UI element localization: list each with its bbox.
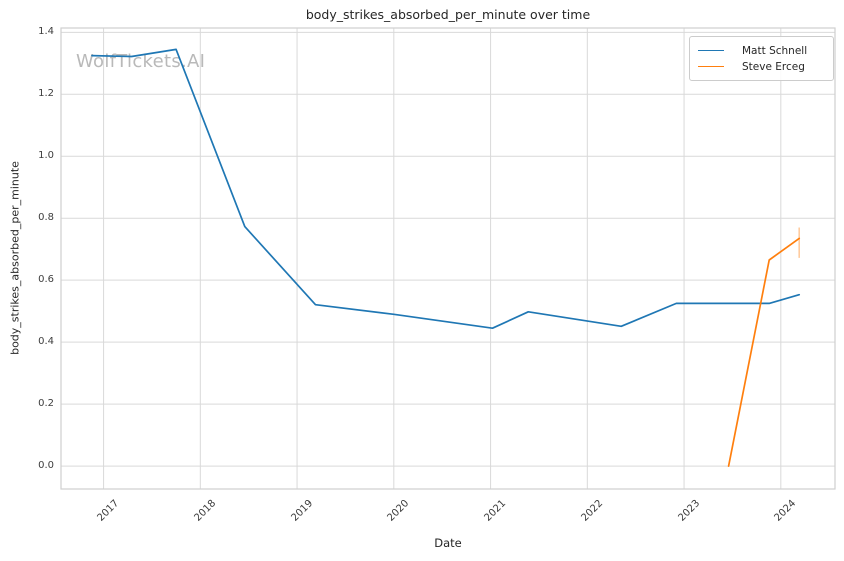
y-tick-label: 0.0 — [38, 460, 54, 472]
y-tick-label: 0.6 — [38, 274, 54, 286]
y-tick-label: 0.2 — [38, 398, 54, 410]
y-tick-label: 1.2 — [38, 88, 54, 100]
y-tick-label: 1.0 — [38, 150, 54, 162]
legend-line-sample-orange — [698, 66, 724, 67]
legend-line-sample-blue — [698, 50, 724, 51]
y-tick-label: 1.4 — [38, 26, 54, 38]
y-axis-label: body_strikes_absorbed_per_minute — [8, 161, 22, 355]
legend-label-matt-schnell: Matt Schnell — [742, 44, 808, 57]
legend-item-steve-erceg: Steve Erceg — [690, 59, 833, 74]
chart-title: body_strikes_absorbed_per_minute over ti… — [305, 7, 591, 22]
y-tick-label: 0.4 — [38, 336, 54, 348]
series-line-matt-schnell — [91, 48, 801, 330]
series-line-steve-erceg — [727, 237, 801, 467]
plot-border — [60, 27, 836, 490]
y-tick-label: 0.8 — [38, 212, 54, 224]
x-axis-label: Date — [434, 536, 462, 550]
legend-item-matt-schnell: Matt Schnell — [690, 43, 833, 58]
legend: Matt Schnell Steve Erceg — [689, 36, 834, 81]
legend-label-steve-erceg: Steve Erceg — [742, 60, 805, 73]
